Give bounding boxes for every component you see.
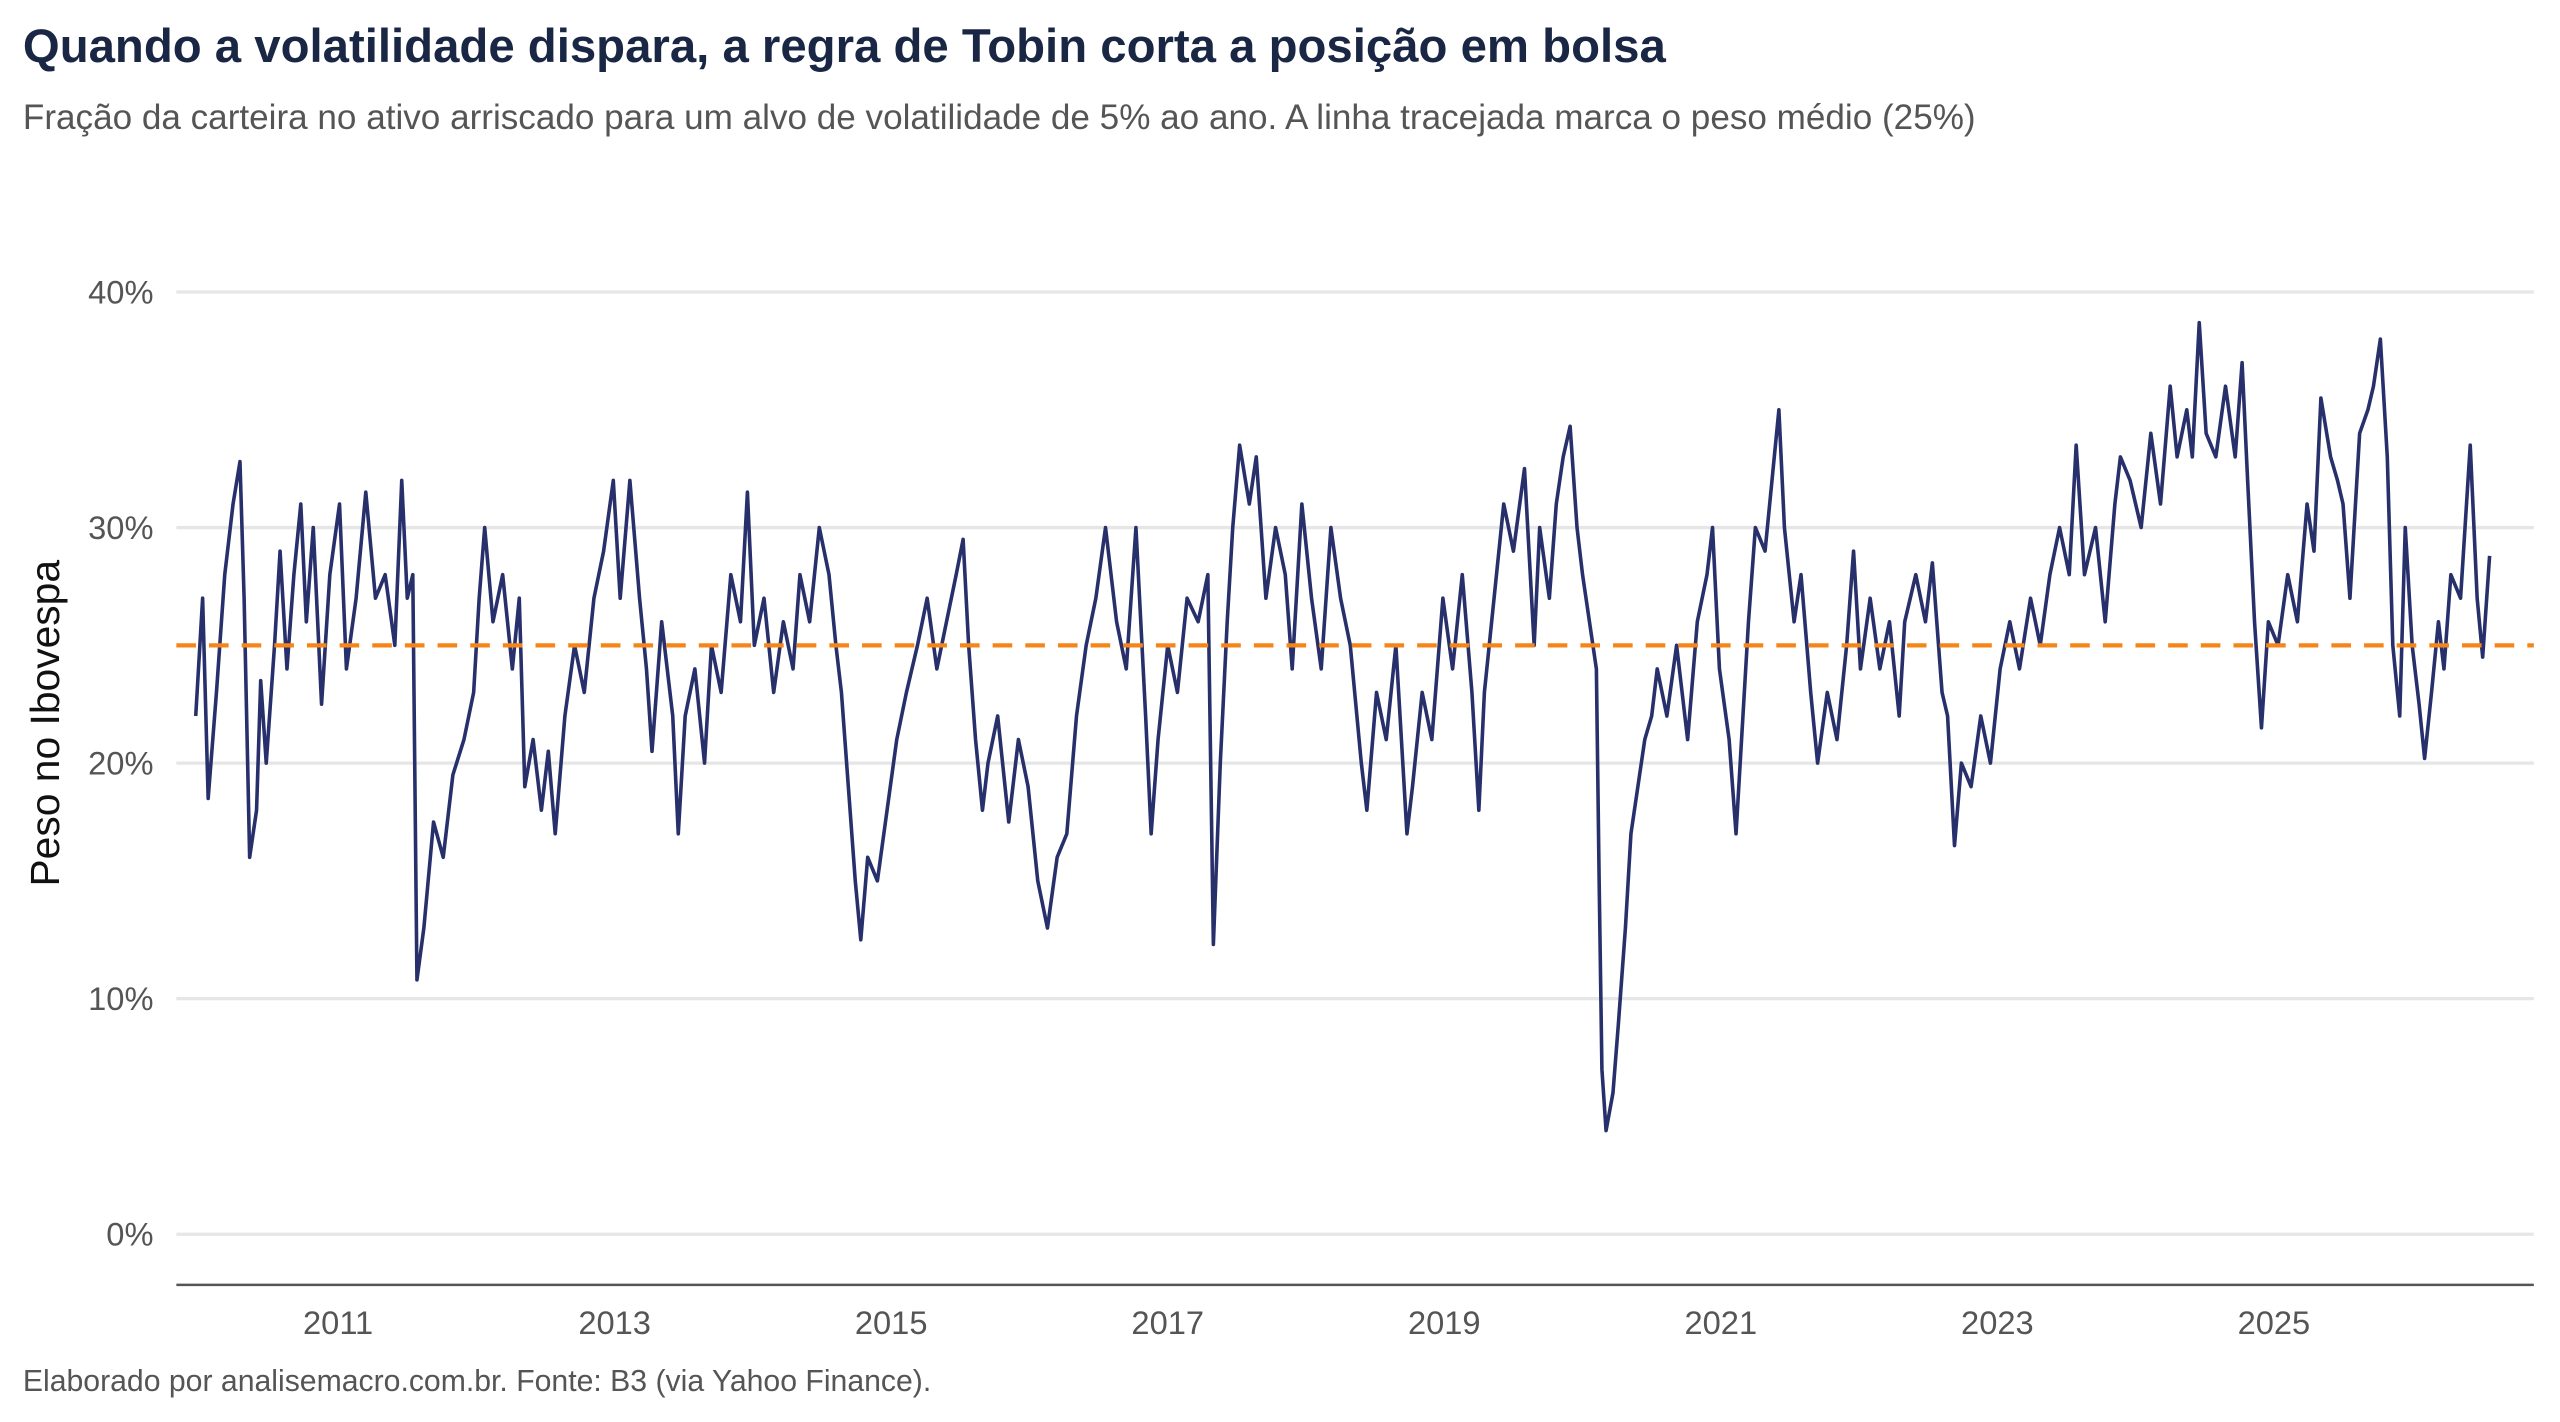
chart-subtitle: Fração da carteira no ativo arriscado pa… — [23, 98, 1976, 137]
x-tick-label: 2017 — [1131, 1304, 1204, 1341]
y-tick-label: 20% — [88, 745, 153, 782]
y-tick-label: 0% — [106, 1216, 153, 1253]
x-tick-label: 2015 — [855, 1304, 928, 1341]
y-tick-label: 30% — [88, 509, 153, 546]
x-tick-label: 2021 — [1685, 1304, 1758, 1341]
x-tick-label: 2025 — [2238, 1304, 2311, 1341]
x-tick-label: 2013 — [578, 1304, 651, 1341]
chart-title: Quando a volatilidade dispara, a regra d… — [23, 20, 1667, 73]
x-tick-label: 2019 — [1408, 1304, 1481, 1341]
series-line — [193, 320, 2492, 1133]
x-tick-label: 2023 — [1961, 1304, 2034, 1341]
x-tick-label: 2011 — [303, 1304, 373, 1341]
y-tick-label: 40% — [88, 273, 153, 310]
y-tick-label: 10% — [88, 980, 153, 1017]
y-axis-label: Peso no Ibovespa — [22, 560, 68, 887]
caption: Elaborado por analisemacro.com.br. Fonte… — [23, 1365, 931, 1398]
